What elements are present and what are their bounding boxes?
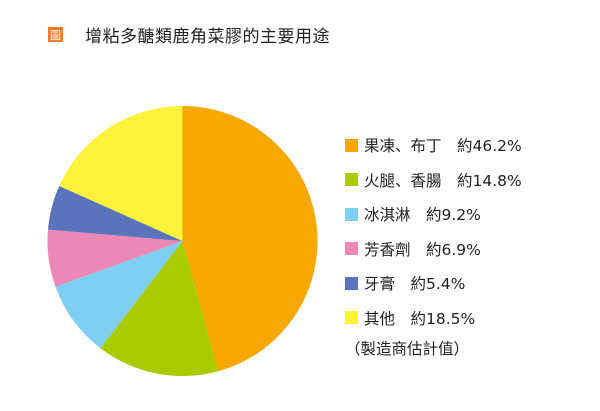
legend-swatch [345,173,358,186]
pie-slice [100,241,219,376]
legend-swatch [345,242,358,255]
legend-item: 牙膏 約5.4% [345,272,522,294]
pie-slice [55,241,183,349]
legend-swatch [345,276,358,290]
chart-legend: 果凍、布丁 約46.2% 火腿、香腸 約14.8% 冰淇淋 約9.2% 芳香劑 約6.… [345,134,522,341]
source-note: （製造商估計值） [345,340,470,358]
pie-slice [59,105,183,241]
figure-header: 圖 增粘多醣類鹿角菜膠的主要用途 [48,24,330,47]
figure-icon: 圖 [48,26,63,42]
pie-slice [182,106,318,372]
legend-item: 火腿、香腸 約14.8% [345,169,522,191]
legend-label: 冰淇淋 約9.2% [364,206,481,224]
legend-label: 火腿、香腸 約14.8% [364,171,522,190]
legend-swatch [345,138,358,152]
legend-item: 果凍、布丁 約46.2% [345,134,522,156]
legend-item: 冰淇淋 約9.2% [345,203,522,225]
legend-label: 果凍、布丁 約46.2% [364,137,522,155]
legend-swatch [345,311,358,324]
legend-label: 其他 約18.5% [364,309,476,328]
legend-label: 牙膏 約5.4% [364,275,466,293]
pie-slice [47,185,183,241]
legend-swatch [345,207,358,221]
legend-item: 芳香劑 約6.9% [345,238,522,260]
legend-label: 芳香劑 約6.9% [364,240,481,259]
legend-item: 其他 約18.5% [345,307,522,329]
pie-slice [47,229,183,287]
chart-title: 增粘多醣類鹿角菜膠的主要用途 [85,26,330,47]
